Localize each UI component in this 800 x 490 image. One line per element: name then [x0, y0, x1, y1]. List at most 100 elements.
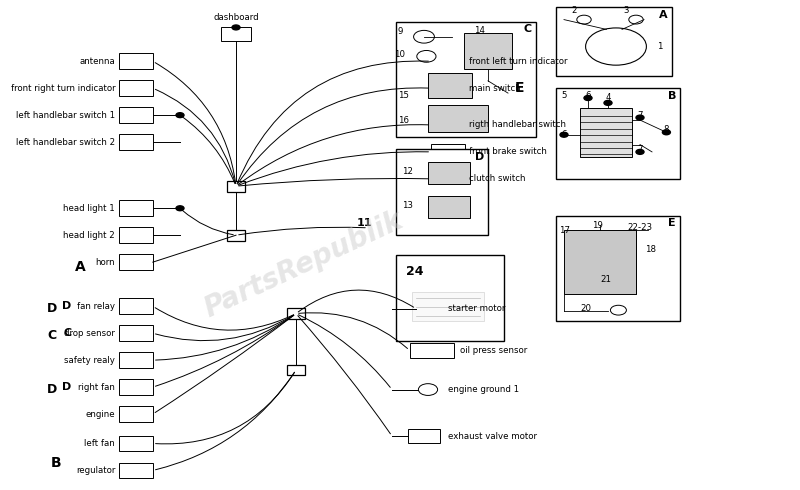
Text: 6: 6 [586, 91, 590, 100]
Text: fan relay: fan relay [78, 302, 115, 311]
Text: C: C [47, 329, 57, 342]
Text: B: B [50, 456, 62, 470]
Text: D: D [62, 382, 71, 392]
Text: 24: 24 [406, 265, 423, 278]
Circle shape [604, 100, 612, 105]
Bar [119, 463, 153, 478]
Text: 18: 18 [645, 245, 656, 254]
Bar [431, 171, 465, 187]
Bar [428, 196, 470, 218]
Text: 14: 14 [474, 26, 486, 35]
Text: 10: 10 [394, 50, 406, 59]
Bar [119, 298, 153, 314]
Bar [580, 108, 632, 157]
Text: head light 1: head light 1 [63, 204, 115, 213]
Text: 13: 13 [402, 201, 414, 210]
Text: front brake switch: front brake switch [469, 147, 546, 156]
Text: starter motor: starter motor [448, 304, 506, 313]
Bar [464, 33, 512, 69]
Text: left handlebar switch 2: left handlebar switch 2 [16, 138, 115, 147]
Text: horn: horn [95, 258, 115, 267]
Bar [119, 436, 153, 451]
Bar [221, 27, 251, 41]
Bar [564, 230, 636, 294]
Text: rigth handlebar switch: rigth handlebar switch [469, 121, 566, 129]
Bar [287, 365, 305, 375]
Bar [396, 22, 536, 137]
Text: B: B [668, 91, 676, 100]
Text: engine: engine [86, 410, 115, 418]
Bar [119, 134, 153, 150]
Bar [119, 107, 153, 123]
Text: 1: 1 [658, 42, 662, 51]
Text: 7: 7 [638, 111, 642, 120]
Text: 11: 11 [356, 218, 372, 228]
Bar [119, 80, 153, 96]
Text: D: D [47, 302, 57, 315]
Circle shape [584, 96, 592, 100]
Text: 9: 9 [398, 27, 402, 36]
Text: 16: 16 [398, 116, 410, 124]
Text: engine ground 1: engine ground 1 [448, 385, 519, 394]
Bar [119, 200, 153, 216]
Text: D: D [474, 152, 484, 162]
Text: A: A [74, 260, 86, 274]
Bar [428, 74, 472, 98]
Bar [428, 162, 470, 184]
Bar [119, 53, 153, 69]
Text: C: C [63, 328, 71, 338]
Circle shape [176, 206, 184, 211]
Circle shape [662, 130, 670, 135]
Bar [119, 254, 153, 270]
Bar [431, 80, 465, 96]
Text: regulator: regulator [76, 466, 115, 475]
Bar [227, 230, 245, 241]
Bar [431, 144, 465, 160]
Text: 4: 4 [606, 94, 610, 102]
Circle shape [636, 115, 644, 120]
Bar [119, 379, 153, 395]
Text: right fan: right fan [78, 383, 115, 392]
Bar [431, 53, 465, 69]
Text: left fan: left fan [85, 439, 115, 448]
Text: C: C [524, 24, 532, 34]
Bar [396, 255, 504, 341]
Text: D: D [47, 383, 57, 396]
Bar [119, 325, 153, 341]
Text: exhaust valve motor: exhaust valve motor [448, 432, 537, 441]
Bar [428, 105, 488, 132]
Text: drop sensor: drop sensor [64, 329, 115, 338]
Text: dashboard: dashboard [213, 13, 259, 22]
Text: 19: 19 [592, 221, 603, 230]
Bar [408, 429, 440, 443]
Bar [412, 292, 484, 321]
Text: front right turn indicator: front right turn indicator [10, 84, 115, 93]
Bar [119, 352, 153, 368]
Circle shape [232, 25, 240, 30]
Bar [556, 7, 672, 76]
Bar [410, 343, 454, 358]
Text: 17: 17 [559, 226, 570, 235]
Bar [396, 149, 488, 235]
Bar [287, 308, 305, 319]
Bar [119, 406, 153, 422]
Text: safety realy: safety realy [64, 356, 115, 365]
Text: PartsRepublik: PartsRepublik [200, 206, 408, 323]
Text: 7: 7 [638, 145, 642, 154]
Bar [556, 88, 680, 179]
Circle shape [636, 149, 644, 154]
Text: clutch switch: clutch switch [469, 174, 526, 183]
Text: antenna: antenna [79, 57, 115, 66]
Circle shape [560, 132, 568, 137]
Text: 6: 6 [562, 130, 566, 139]
Text: oil press sensor: oil press sensor [460, 346, 527, 355]
Text: 21: 21 [600, 275, 611, 284]
Circle shape [176, 113, 184, 118]
Text: head light 2: head light 2 [63, 231, 115, 240]
Bar [556, 216, 680, 321]
Text: 8: 8 [664, 125, 669, 134]
Bar [227, 181, 245, 192]
Text: left handlebar switch 1: left handlebar switch 1 [16, 111, 115, 120]
Text: 12: 12 [402, 167, 414, 176]
Bar [431, 117, 465, 133]
